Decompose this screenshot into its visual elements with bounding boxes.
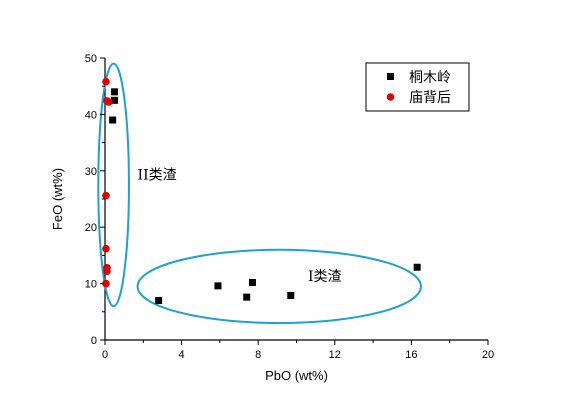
cluster-label: II类渣: [138, 167, 177, 183]
data-point-circle: [102, 191, 110, 200]
legend-label-miaobeihou: 庙背后: [409, 90, 451, 106]
data-points: [102, 77, 421, 305]
data-point-square: [287, 291, 295, 299]
y-tick-label: 50: [85, 53, 97, 65]
data-point-circle: [103, 267, 111, 275]
data-point-square: [413, 263, 421, 271]
legend: 桐木岭 庙背后: [365, 62, 470, 112]
x-tick-label: 20: [482, 349, 494, 361]
x-tick-label: 0: [102, 349, 108, 361]
y-axis-title: FeO (wt%): [50, 168, 65, 230]
cluster-ellipse: [136, 248, 422, 325]
x-tick-label: 4: [179, 349, 185, 361]
y-tick-label: 0: [91, 335, 97, 347]
data-point-square: [243, 293, 251, 301]
data-point-square: [214, 282, 222, 290]
y-tick-label: 30: [85, 166, 97, 178]
y-tick-label: 20: [85, 222, 97, 234]
data-point-square: [109, 116, 117, 124]
data-point-circle: [102, 77, 110, 86]
legend-marker-circle: [386, 93, 395, 101]
x-tick-label: 16: [405, 349, 417, 361]
legend-box: [365, 62, 470, 112]
legend-marker-square: [387, 73, 394, 80]
data-point-circle: [102, 244, 110, 253]
axis-ticks: 0 4 8 12 16 20 0 10 20 30 40 50: [85, 53, 494, 361]
y-tick-label: 10: [85, 279, 97, 291]
cluster-ellipse: [97, 62, 130, 308]
data-point-square: [155, 297, 163, 305]
x-tick-label: 8: [255, 349, 261, 361]
data-point-square: [248, 278, 256, 286]
data-point-square: [111, 96, 119, 104]
x-tick-label: 12: [329, 349, 341, 361]
y-tick-label: 40: [85, 109, 97, 121]
cluster-label: I类渣: [308, 269, 342, 285]
x-axis-title: PbO (wt%): [265, 368, 328, 383]
data-point-square: [111, 88, 119, 96]
data-point-circle: [105, 98, 113, 106]
data-point-circle: [102, 279, 110, 288]
legend-label-tongmuling: 桐木岭: [409, 70, 451, 86]
cluster-annotations: II类渣 I类渣: [97, 62, 422, 325]
